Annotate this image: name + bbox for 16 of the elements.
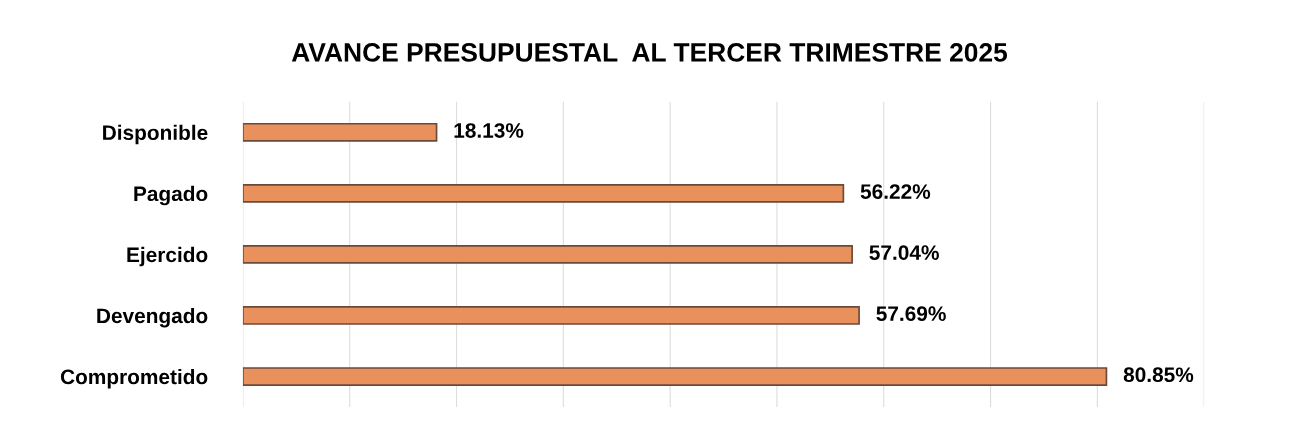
data-label: 57.04% bbox=[869, 245, 939, 260]
bar bbox=[242, 367, 1108, 386]
y-tick-label: Ejercido bbox=[127, 246, 208, 267]
data-label: 56.22% bbox=[860, 184, 931, 199]
chart-title: AVANCE PRESUPUESTAL AL TERCER TRIMESTRE 2025 bbox=[291, 43, 1008, 62]
data-label: 18.13% bbox=[454, 123, 524, 138]
data-label: 57.69% bbox=[876, 306, 946, 322]
bar bbox=[242, 245, 853, 264]
bar bbox=[242, 122, 438, 142]
bar bbox=[242, 183, 845, 203]
y-tick-label: Disponible bbox=[103, 124, 208, 145]
data-label: 80.85% bbox=[1123, 367, 1194, 383]
y-tick-label: Pagado bbox=[134, 185, 208, 206]
bar bbox=[242, 306, 860, 325]
y-tick-label: Devengado bbox=[97, 307, 208, 328]
y-tick-label: Comprometido bbox=[60, 368, 208, 389]
